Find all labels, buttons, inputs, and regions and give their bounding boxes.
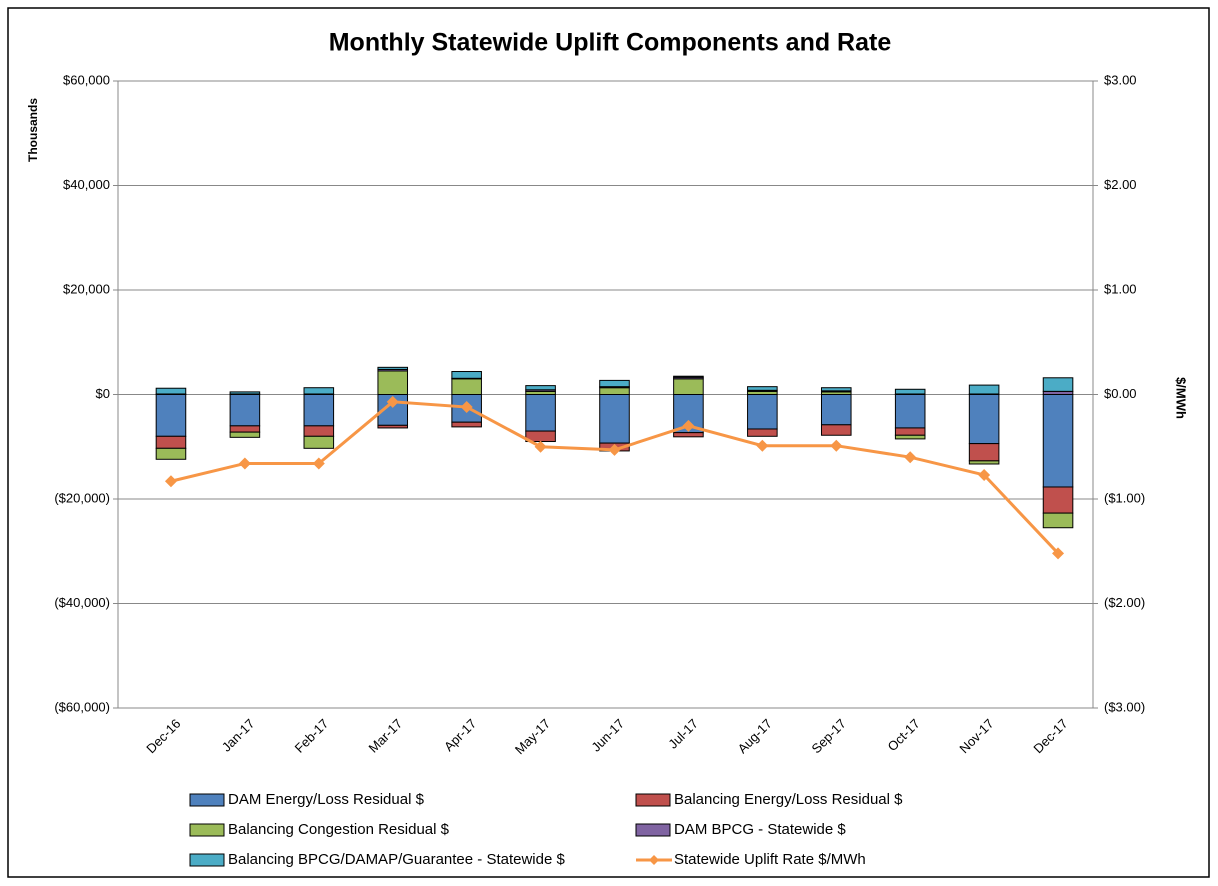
bar [229, 425, 261, 433]
y-axis-label: Thousands [26, 98, 40, 162]
bar [894, 434, 926, 440]
bar [968, 384, 1000, 395]
rate-marker [312, 457, 325, 470]
bar [673, 432, 704, 438]
y2-tick-label: $0.00 [1104, 386, 1137, 401]
bar [377, 366, 409, 370]
legend-marker [649, 855, 659, 865]
chart-title: Monthly Statewide Uplift Components and … [329, 29, 892, 57]
rate-marker [682, 419, 695, 432]
y2-tick-label: ($2.00) [1104, 595, 1145, 610]
rate-marker [164, 475, 177, 488]
y-tick-label: $20,000 [63, 281, 110, 296]
y-tick-label: ($20,000) [54, 490, 110, 505]
bar [377, 370, 409, 395]
bar [673, 378, 704, 396]
rate-marker [534, 440, 547, 453]
bar [968, 460, 1000, 465]
y-tick-label: ($40,000) [54, 595, 110, 610]
rate-marker [238, 457, 251, 470]
bar [1042, 377, 1074, 392]
bar [673, 375, 704, 378]
rate-marker [904, 451, 917, 464]
legend-label: Statewide Uplift Rate $/MWh [674, 851, 866, 868]
legend-swatch [635, 793, 671, 807]
rate-marker [460, 401, 473, 414]
rate-marker [830, 439, 843, 452]
bar [894, 427, 926, 436]
legend-swatch [189, 823, 225, 837]
legend-label: DAM BPCG - Statewide $ [674, 821, 846, 838]
bar [229, 431, 261, 438]
legend-label: Balancing BPCG/DAMAP/Guarantee - Statewi… [228, 851, 565, 868]
bar [451, 421, 482, 428]
rate-marker [608, 443, 621, 456]
legend-swatch [189, 793, 225, 807]
bar [968, 443, 1000, 462]
bar [747, 428, 778, 437]
bar [1042, 486, 1074, 514]
y2-tick-label: $1.00 [1104, 281, 1137, 296]
bar [155, 394, 187, 437]
bar [303, 394, 335, 427]
y2-tick-label: ($1.00) [1104, 490, 1145, 505]
rate-marker [1052, 547, 1065, 560]
bar [968, 394, 1000, 445]
legend-label: Balancing Energy/Loss Residual $ [674, 791, 903, 808]
bar [303, 435, 335, 449]
legend-swatch [635, 823, 671, 837]
bar [451, 371, 482, 379]
y-tick-label: $0 [96, 386, 110, 401]
legend-label: Balancing Congestion Residual $ [228, 821, 450, 838]
bar [894, 388, 926, 395]
bar [229, 394, 261, 427]
y2-tick-label: ($3.00) [1104, 699, 1145, 714]
bar [525, 385, 556, 391]
bar [599, 394, 630, 444]
bar [229, 391, 261, 395]
bar [155, 387, 187, 395]
rate-marker [756, 439, 769, 452]
y2-tick-label: $2.00 [1104, 177, 1137, 192]
bar [820, 387, 852, 392]
y-tick-label: $40,000 [63, 177, 110, 192]
bar [820, 424, 852, 436]
y2-tick-label: $3.00 [1104, 72, 1137, 87]
y-tick-label: $60,000 [63, 72, 110, 87]
legend-label: DAM Energy/Loss Residual $ [228, 791, 425, 808]
bar [155, 435, 187, 449]
y2-axis-label: $/MWh [1174, 377, 1189, 419]
rate-marker [386, 395, 399, 408]
bar [599, 379, 630, 388]
bar [820, 394, 852, 426]
bar [1042, 512, 1074, 529]
bar [155, 447, 187, 460]
rate-marker [978, 468, 991, 481]
bar [377, 424, 409, 429]
legend-swatch [189, 853, 225, 867]
bar [1042, 394, 1074, 488]
y-tick-label: ($60,000) [54, 699, 110, 714]
bar [747, 394, 778, 430]
bar [894, 394, 926, 429]
bar [303, 425, 335, 437]
bar [747, 386, 778, 391]
bar [525, 394, 556, 432]
bar [303, 387, 335, 395]
bar [451, 378, 482, 396]
bar [599, 387, 630, 395]
